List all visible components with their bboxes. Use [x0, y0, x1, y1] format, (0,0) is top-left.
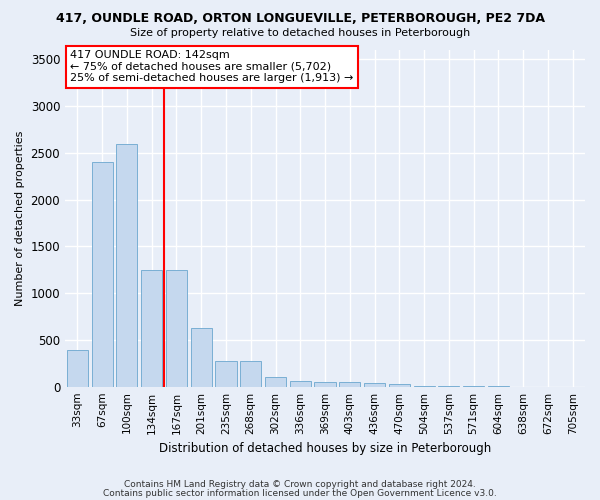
- Text: Contains public sector information licensed under the Open Government Licence v3: Contains public sector information licen…: [103, 489, 497, 498]
- Text: Size of property relative to detached houses in Peterborough: Size of property relative to detached ho…: [130, 28, 470, 38]
- Text: 417, OUNDLE ROAD, ORTON LONGUEVILLE, PETERBOROUGH, PE2 7DA: 417, OUNDLE ROAD, ORTON LONGUEVILLE, PET…: [56, 12, 545, 26]
- Bar: [215, 361, 236, 386]
- Bar: [265, 378, 286, 386]
- Y-axis label: Number of detached properties: Number of detached properties: [15, 130, 25, 306]
- Bar: [191, 328, 212, 386]
- Bar: [240, 361, 261, 386]
- Bar: [141, 270, 162, 386]
- Bar: [389, 384, 410, 386]
- Bar: [364, 383, 385, 386]
- Bar: [116, 144, 137, 386]
- Bar: [92, 162, 113, 386]
- X-axis label: Distribution of detached houses by size in Peterborough: Distribution of detached houses by size …: [159, 442, 491, 455]
- Text: Contains HM Land Registry data © Crown copyright and database right 2024.: Contains HM Land Registry data © Crown c…: [124, 480, 476, 489]
- Bar: [339, 382, 361, 386]
- Bar: [314, 382, 335, 386]
- Bar: [166, 270, 187, 386]
- Bar: [67, 350, 88, 387]
- Text: 417 OUNDLE ROAD: 142sqm
← 75% of detached houses are smaller (5,702)
25% of semi: 417 OUNDLE ROAD: 142sqm ← 75% of detache…: [70, 50, 353, 83]
- Bar: [290, 380, 311, 386]
